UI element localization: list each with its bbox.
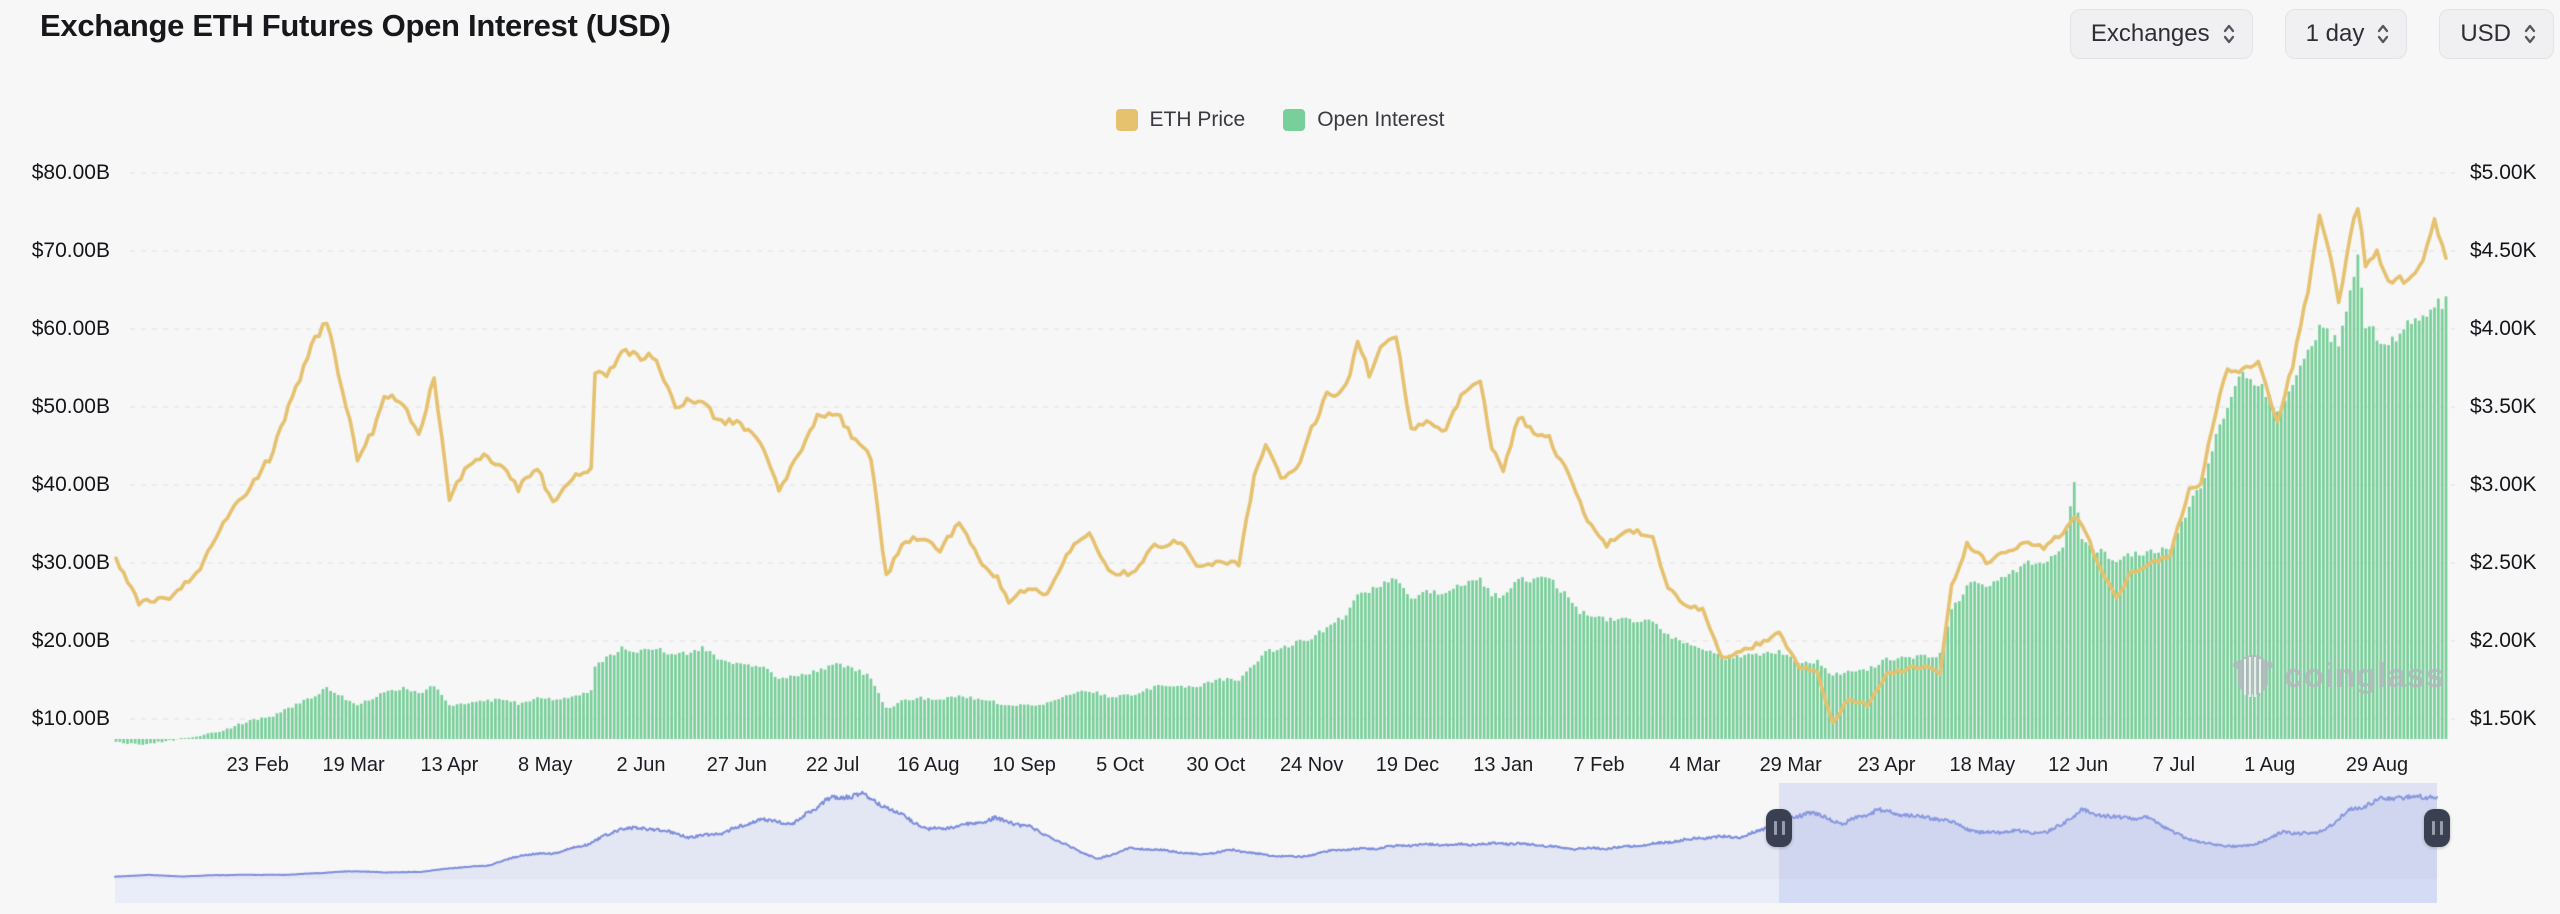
exchanges-dropdown-label: Exchanges bbox=[2090, 20, 2210, 47]
x-axis-tick-label: 4 Mar bbox=[1669, 754, 1721, 776]
interval-dropdown-label: 1 day bbox=[2305, 20, 2365, 47]
y-axis-tick-label-right: $2.00K bbox=[2470, 629, 2537, 652]
handle-grip-icon bbox=[1781, 821, 1785, 835]
currency-dropdown[interactable]: USD bbox=[2439, 9, 2554, 59]
chart-legend: ETH Price Open Interest bbox=[0, 108, 2560, 132]
navigator-selected-window[interactable] bbox=[1779, 783, 2437, 903]
interval-dropdown[interactable]: 1 day bbox=[2284, 9, 2408, 59]
x-axis-tick-label: 24 Nov bbox=[1279, 754, 1344, 776]
x-axis-tick-label: 2 Jun bbox=[616, 754, 666, 776]
x-axis-tick-label: 29 Aug bbox=[2345, 754, 2409, 776]
handle-grip-icon bbox=[2439, 821, 2443, 835]
x-axis-tick-label: 30 Oct bbox=[1186, 754, 1246, 776]
y-axis-tick-label-right: $1.50K bbox=[2470, 707, 2537, 730]
y-axis-tick-label-right: $4.00K bbox=[2470, 317, 2537, 340]
legend-swatch-eth-price bbox=[1115, 109, 1138, 131]
x-axis-tick-label: 19 Mar bbox=[322, 754, 385, 776]
y-axis-tick-label-left: $80.00B bbox=[31, 161, 110, 184]
exchanges-dropdown[interactable]: Exchanges bbox=[2069, 9, 2253, 59]
x-axis-tick-label: 29 Mar bbox=[1759, 754, 1822, 776]
handle-grip-icon bbox=[2431, 821, 2435, 835]
updown-chevron-icon bbox=[2223, 24, 2234, 44]
toolbar: Exchanges 1 day USD bbox=[2069, 9, 2554, 59]
x-axis-tick-label: 7 Feb bbox=[1573, 754, 1625, 776]
x-axis-tick-label: 13 Apr bbox=[420, 754, 479, 776]
x-axis-tick-label: 7 Jul bbox=[2152, 754, 2196, 776]
y-axis-tick-label-left: $10.00B bbox=[31, 707, 110, 730]
x-axis-tick-label: 19 Dec bbox=[1375, 754, 1440, 776]
navigator-handle-right[interactable] bbox=[2424, 809, 2450, 847]
y-axis-tick-label-right: $3.50K bbox=[2470, 395, 2537, 418]
legend-swatch-open-interest bbox=[1283, 109, 1306, 131]
x-axis-tick-label: 12 Jun bbox=[2048, 754, 2109, 776]
y-axis-tick-label-left: $30.00B bbox=[31, 551, 110, 574]
y-axis-tick-label-left: $70.00B bbox=[31, 239, 110, 262]
x-axis-tick-label: 8 May bbox=[517, 754, 573, 776]
y-axis-tick-label-right: $5.00K bbox=[2470, 161, 2537, 184]
x-axis-tick-label: 5 Oct bbox=[1096, 754, 1144, 776]
y-axis-tick-label-left: $60.00B bbox=[31, 317, 110, 340]
legend-item-open-interest[interactable]: Open Interest bbox=[1283, 108, 1444, 132]
updown-chevron-icon bbox=[2378, 24, 2389, 44]
y-axis-tick-label-right: $3.00K bbox=[2470, 473, 2537, 496]
navigator-handle-left[interactable] bbox=[1766, 809, 1793, 847]
y-axis-tick-label-right: $2.50K bbox=[2470, 551, 2537, 574]
x-axis-tick-label: 16 Aug bbox=[897, 754, 960, 776]
x-axis-tick-label: 10 Sep bbox=[992, 754, 1056, 776]
x-axis-tick-label: 23 Feb bbox=[226, 754, 289, 776]
x-axis-tick-label: 27 Jun bbox=[706, 754, 767, 776]
x-axis-tick-label: 18 May bbox=[1949, 754, 2016, 776]
handle-grip-icon bbox=[1773, 821, 1777, 835]
legend-item-eth-price[interactable]: ETH Price bbox=[1115, 108, 1246, 132]
y-axis-tick-label-left: $50.00B bbox=[31, 395, 110, 418]
legend-label-open-interest: Open Interest bbox=[1317, 108, 1445, 131]
y-axis-tick-label-left: $20.00B bbox=[31, 629, 110, 652]
x-axis-tick-label: 1 Aug bbox=[2244, 754, 2296, 776]
y-axis-tick-label-left: $40.00B bbox=[31, 473, 110, 496]
currency-dropdown-label: USD bbox=[2460, 20, 2511, 47]
x-axis-tick-label: 22 Jul bbox=[805, 754, 860, 776]
legend-label-eth-price: ETH Price bbox=[1149, 108, 1246, 131]
page-title: Exchange ETH Futures Open Interest (USD) bbox=[40, 8, 671, 43]
y-axis-tick-label-right: $4.50K bbox=[2470, 239, 2537, 262]
x-axis-tick-label: 13 Jan bbox=[1473, 754, 1534, 776]
updown-chevron-icon bbox=[2524, 24, 2536, 44]
x-axis-tick-label: 23 Apr bbox=[1857, 754, 1916, 776]
